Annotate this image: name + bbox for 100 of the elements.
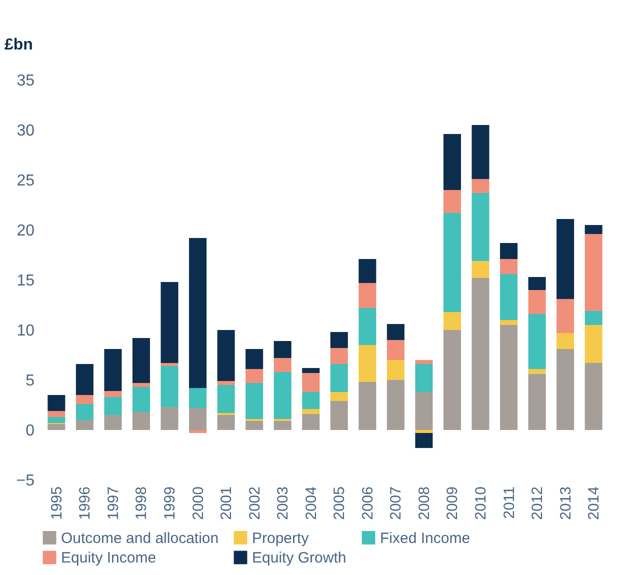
x-tick-label: 2002 <box>246 486 264 520</box>
bar <box>246 421 264 430</box>
bar <box>556 219 574 299</box>
bar <box>472 278 490 430</box>
bar <box>330 332 348 348</box>
y-axis-title: £bn <box>4 36 33 54</box>
bar <box>132 412 150 430</box>
y-tick-label: 10 <box>16 322 35 340</box>
bar <box>330 348 348 364</box>
bar <box>132 387 150 412</box>
bar <box>104 349 122 391</box>
x-tick-label: 2000 <box>190 486 207 520</box>
bar <box>358 345 376 382</box>
bar <box>415 430 433 433</box>
bar <box>76 364 94 395</box>
bar <box>160 363 178 366</box>
bar <box>528 314 546 369</box>
y-tick-label: 30 <box>16 122 35 140</box>
bar <box>302 373 320 392</box>
legend-label: Property <box>252 530 310 547</box>
bar <box>274 341 292 358</box>
bar <box>104 415 122 430</box>
bar <box>274 358 292 372</box>
x-tick-label: 2014 <box>586 486 603 520</box>
bar <box>472 261 490 278</box>
bar <box>189 408 207 430</box>
bar <box>189 430 207 433</box>
bar <box>76 420 94 430</box>
legend-label: Outcome and allocation <box>61 530 219 547</box>
y-tick-label: 0 <box>26 422 35 440</box>
x-tick-label: 1995 <box>48 486 66 520</box>
y-tick-label: 25 <box>16 172 35 190</box>
x-tick-label: 1999 <box>162 486 179 520</box>
bar <box>500 259 518 274</box>
y-tick-label: 5 <box>26 372 35 390</box>
bar <box>472 179 490 193</box>
x-tick-label: 2005 <box>331 486 348 520</box>
x-tick-label: 2008 <box>416 486 433 520</box>
x-tick-label: 2007 <box>388 486 405 520</box>
bar <box>132 383 150 387</box>
bar <box>76 395 94 404</box>
bar <box>386 360 404 380</box>
bar <box>358 259 376 283</box>
bar <box>472 193 490 261</box>
bar <box>415 360 433 364</box>
bar <box>443 190 461 213</box>
bar <box>160 366 178 407</box>
bar <box>48 395 66 411</box>
y-tick-label: −5 <box>16 472 35 490</box>
bar <box>386 324 404 340</box>
x-tick-label: 1998 <box>133 486 150 520</box>
x-tick-label: 2001 <box>218 486 236 520</box>
bar <box>104 397 122 415</box>
bar <box>48 424 66 430</box>
bar <box>302 409 320 414</box>
x-tick-label: 2009 <box>444 486 462 520</box>
x-tick-label: 2010 <box>472 486 490 520</box>
bar <box>48 411 66 417</box>
bar <box>556 349 574 430</box>
bar <box>443 134 461 190</box>
x-tick-label: 2013 <box>557 486 574 520</box>
bar <box>528 290 546 314</box>
bar <box>217 330 235 381</box>
bar <box>386 340 404 360</box>
bar <box>415 392 433 430</box>
bar <box>246 349 264 369</box>
bar <box>217 415 235 430</box>
bar <box>217 381 235 385</box>
bar <box>160 407 178 430</box>
y-tick-label: 20 <box>16 222 35 240</box>
bar <box>500 243 518 259</box>
legend-label: Equity Growth <box>252 550 346 566</box>
bar <box>556 333 574 349</box>
bar <box>415 433 433 448</box>
bar <box>528 374 546 430</box>
x-tick-label: 2004 <box>302 486 320 520</box>
bar <box>472 125 490 179</box>
bar <box>104 391 122 397</box>
y-tick-label: 15 <box>16 272 35 290</box>
bar <box>358 283 376 308</box>
bar <box>358 308 376 345</box>
bar <box>330 401 348 430</box>
bar <box>132 338 150 383</box>
bar <box>189 388 207 408</box>
bar <box>443 213 461 312</box>
bar <box>500 325 518 430</box>
bar <box>274 372 292 419</box>
x-tick-label: 1997 <box>104 486 122 520</box>
bar <box>189 238 207 388</box>
bar <box>528 277 546 290</box>
bar <box>330 392 348 401</box>
bar <box>274 421 292 430</box>
x-tick-label: 2006 <box>359 486 376 520</box>
x-tick-label: 2003 <box>274 486 292 520</box>
bar <box>584 311 602 325</box>
bar <box>386 380 404 430</box>
bar <box>302 368 320 373</box>
bar <box>528 369 546 374</box>
bar <box>584 225 602 234</box>
bar <box>160 282 178 363</box>
